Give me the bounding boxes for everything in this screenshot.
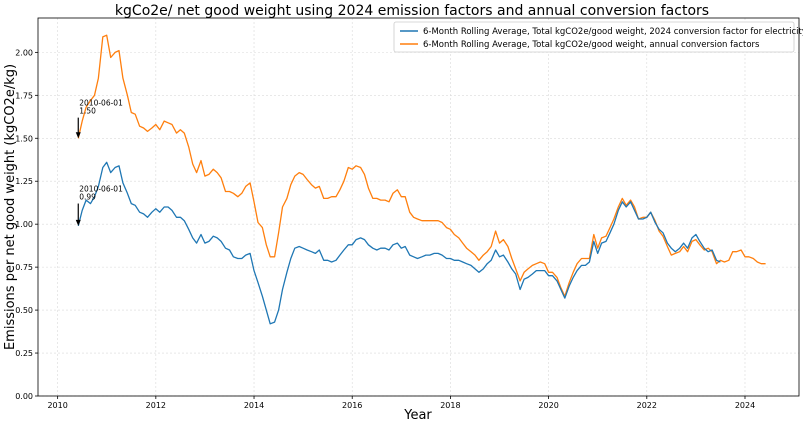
chart-title: kgCo2e/ net good weight using 2024 emiss… (115, 3, 709, 19)
annotation-date: 2010-06-01 (79, 185, 123, 194)
y-tick-label: 1.00 (15, 220, 33, 229)
x-tick-label: 2022 (637, 401, 657, 410)
annotation-arrow-head (75, 219, 81, 226)
x-tick-label: 2010 (47, 401, 67, 410)
y-tick-label: 1.50 (15, 134, 33, 143)
legend-label-series1: 6-Month Rolling Average, Total kgCO2e/go… (423, 27, 803, 37)
legend-label-series2: 6-Month Rolling Average, Total kgCO2e/go… (423, 40, 760, 50)
x-tick-label: 2012 (146, 401, 166, 410)
annotation-value: 1.50 (79, 107, 96, 116)
grid (38, 18, 799, 397)
series-line-1 (77, 161, 721, 325)
annotation-date: 2010-06-01 (79, 99, 123, 108)
y-tick-label: 1.75 (15, 91, 33, 100)
x-tick-label: 2020 (538, 401, 558, 410)
y-tick-label: 0.00 (15, 392, 33, 401)
x-tick-label: 2018 (440, 401, 460, 410)
plot-frame (37, 17, 800, 397)
x-tick-label: 2024 (735, 401, 755, 410)
y-tick-label: 0.25 (15, 349, 33, 358)
y-axis-label: Emissions per net good weight (kgCO2e/kg… (3, 64, 18, 350)
legend: 6-Month Rolling Average, Total kgCO2e/go… (393, 21, 803, 53)
x-axis-label: Year (403, 408, 432, 423)
annotation-arrow-head (75, 132, 81, 139)
x-tick-label: 2016 (342, 401, 362, 410)
y-axis-ticks: 0.00 0.25 0.50 0.75 1.00 1.25 1.50 1.75 2.00 (15, 48, 38, 401)
legend-box (393, 21, 795, 53)
y-tick-label: 0.75 (15, 263, 33, 272)
series-lines (77, 34, 766, 325)
x-tick-label: 2014 (244, 401, 264, 410)
y-tick-label: 2.00 (15, 48, 33, 57)
annotation-value: 0.99 (79, 193, 96, 202)
y-tick-label: 1.25 (15, 177, 33, 186)
y-tick-label: 0.50 (15, 306, 33, 315)
x-axis-ticks: 2010 2012 2014 2016 2018 2020 2022 2024 (47, 396, 755, 410)
